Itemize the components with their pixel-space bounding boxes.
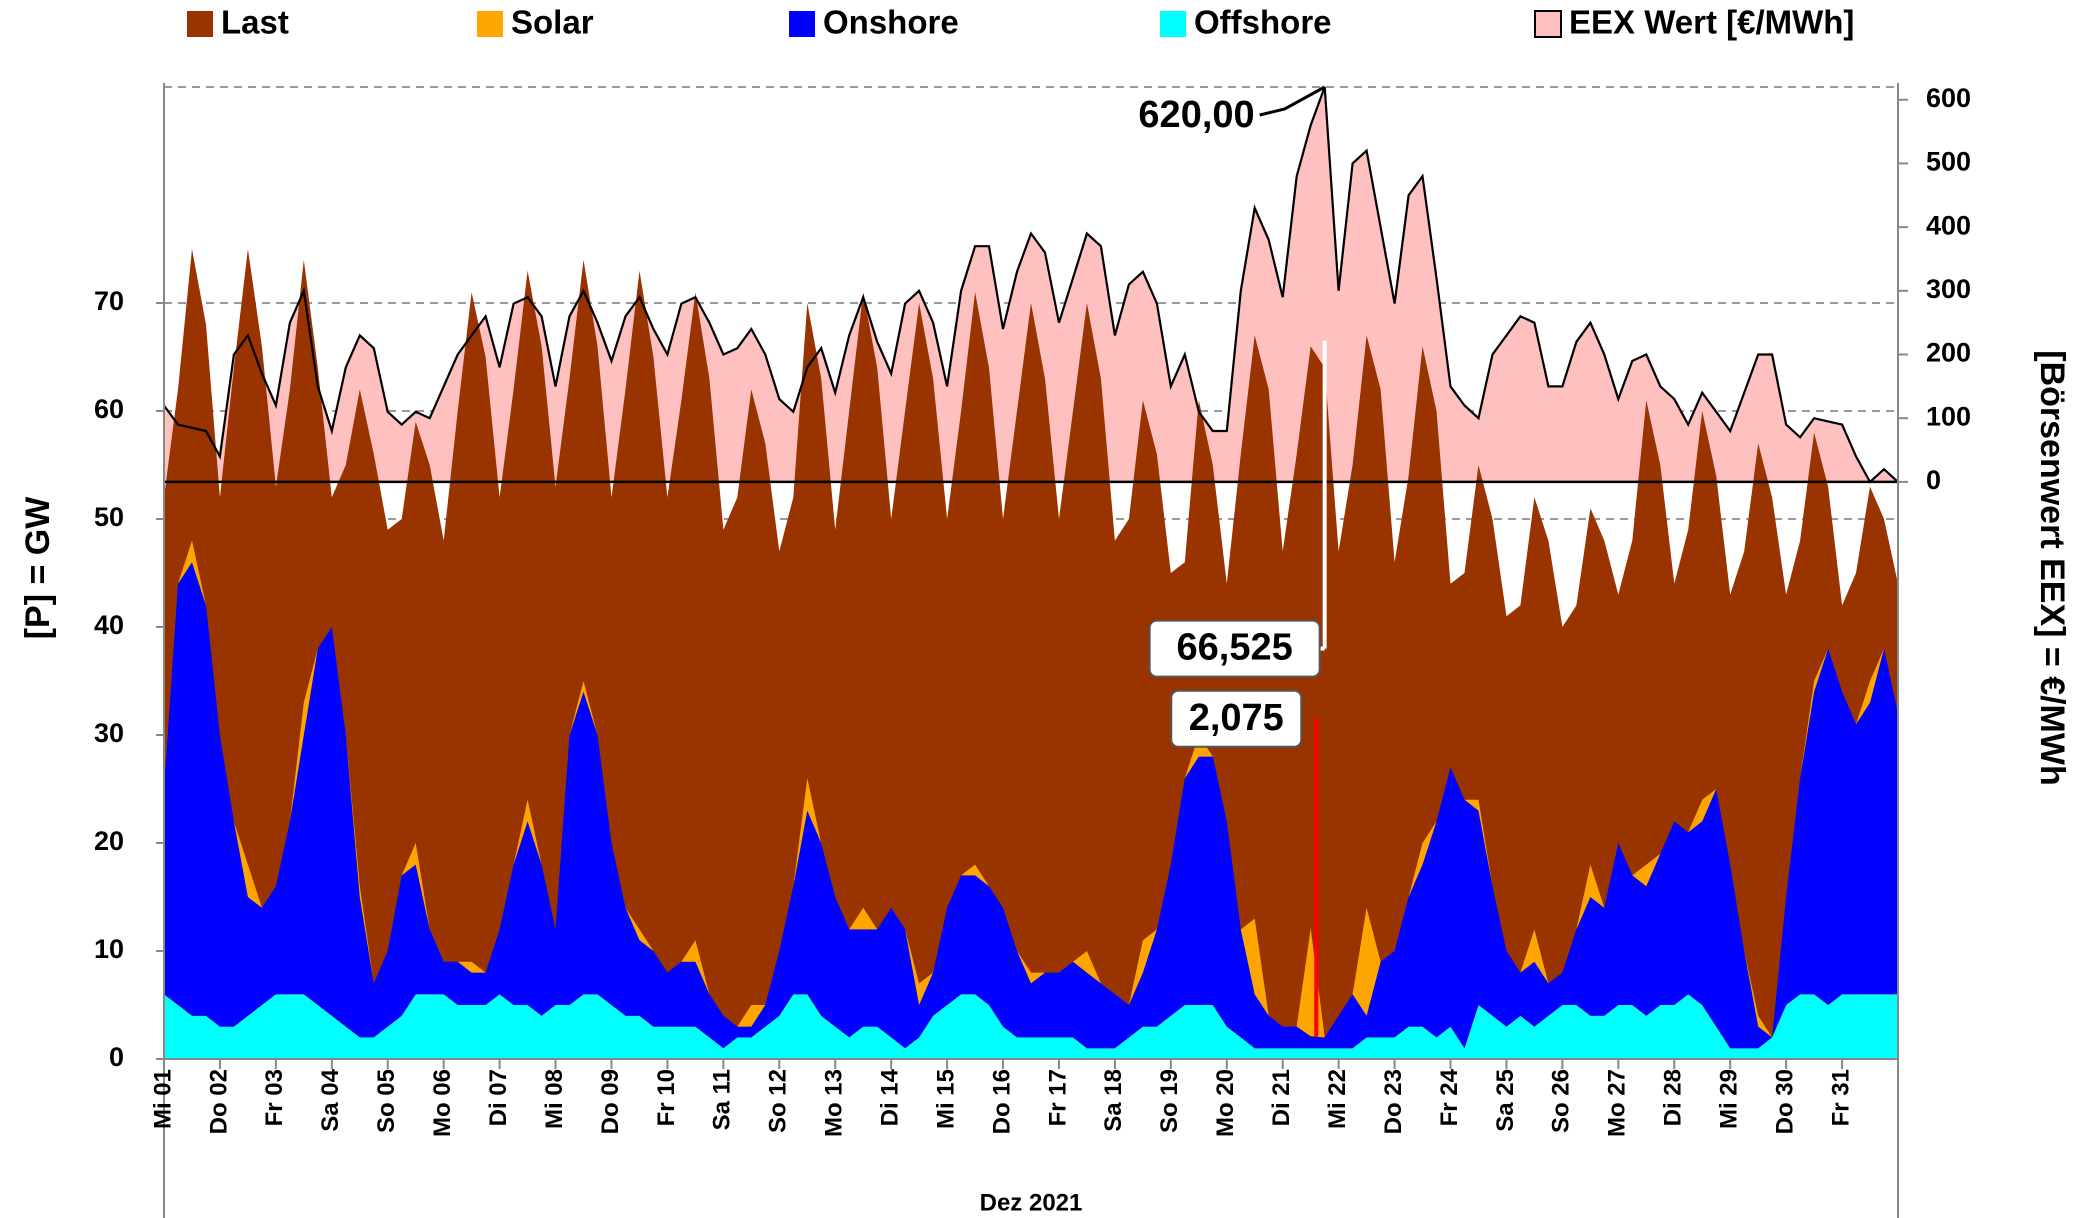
x-tick-label: Do 09 [597,1069,624,1134]
x-tick-label: So 19 [1156,1069,1183,1133]
x-tick-label: Mo 20 [1212,1069,1239,1137]
y2-tick-label: 0 [1926,465,1941,495]
annotation-box [1170,689,1303,748]
x-tick-label: Fr 31 [1827,1069,1854,1126]
legend-swatch [1160,11,1186,37]
legend-swatch [187,11,213,37]
x-tick-label: Di 14 [877,1068,904,1126]
x-tick-label: Sa 18 [1100,1069,1127,1132]
legend-label: Last [221,4,289,41]
x-tick-label: Mi 01 [149,1069,176,1129]
x-tick-label: Mi 15 [932,1069,959,1129]
legend-label: Solar [511,4,594,41]
y2-axis-title: [Börsenwert EEX] = €/MWh [2033,350,2071,785]
x-axis-title: Dez 2021 [980,1189,1083,1216]
stacked-area [164,994,1898,1059]
price-line [163,86,1899,484]
annotation-box [1148,619,1321,678]
x-tick-label: Fr 10 [653,1069,680,1126]
y2-tick-label: 500 [1926,147,1971,177]
x-tick-label: Di 21 [1268,1069,1295,1126]
x-tick-label: Sa 25 [1492,1069,1519,1132]
y-tick-label: 10 [94,934,124,964]
x-tick-label: So 05 [373,1069,400,1133]
y-tick-label: 20 [94,826,124,856]
y-tick-label: 0 [109,1042,124,1072]
x-tick-label: Mo 13 [821,1069,848,1137]
x-tick-label: Mo 27 [1604,1069,1631,1137]
y-tick-label: 70 [94,286,124,316]
legend-label: EEX Wert [€/MWh] [1569,4,1854,41]
x-tick-label: Mi 29 [1716,1069,1743,1129]
legend-swatch [477,11,503,37]
y-tick-label: 50 [94,502,124,532]
x-tick-label: Do 30 [1771,1069,1798,1134]
y2-tick-label: 200 [1926,338,1971,368]
x-tick-label: Di 07 [485,1069,512,1126]
legend-label: Offshore [1194,4,1332,41]
y2-tick-label: 100 [1926,401,1971,431]
x-tick-label: Sa 11 [709,1069,736,1130]
stacked-area [164,562,1898,1049]
annotation-label: 66,525 [1177,627,1293,669]
legend-label: Onshore [823,4,959,41]
x-tick-label: Di 28 [1660,1069,1687,1126]
y2-tick-label: 400 [1926,210,1971,240]
x-tick-label: Do 23 [1380,1069,1407,1134]
x-tick-label: Fr 03 [261,1069,288,1126]
y-tick-label: 60 [94,394,124,424]
x-tick-label: Do 16 [988,1069,1015,1134]
x-tick-label: Sa 04 [317,1068,344,1131]
x-tick-label: Mo 06 [429,1069,456,1137]
legend-swatch [789,11,815,37]
legend-swatch [1534,10,1562,38]
x-tick-label: Fr 24 [1436,1068,1463,1126]
y2-tick-label: 600 [1926,83,1971,113]
x-tick-label: Fr 17 [1044,1069,1071,1126]
x-tick-label: Do 02 [205,1069,232,1134]
x-tick-label: Mi 08 [541,1069,568,1129]
x-tick-label: So 26 [1548,1069,1575,1133]
annotation-label: 620,00 [1138,94,1254,136]
annotation-label: 2,075 [1189,697,1284,739]
y2-tick-label: 300 [1926,274,1971,304]
y-tick-label: 30 [94,718,124,748]
x-tick-label: So 12 [765,1069,792,1133]
y-axis-title: [P] = GW [19,496,57,640]
x-tick-label: Mi 22 [1324,1069,1351,1129]
y-tick-label: 40 [94,610,124,640]
annotation-leader [1259,85,1326,117]
